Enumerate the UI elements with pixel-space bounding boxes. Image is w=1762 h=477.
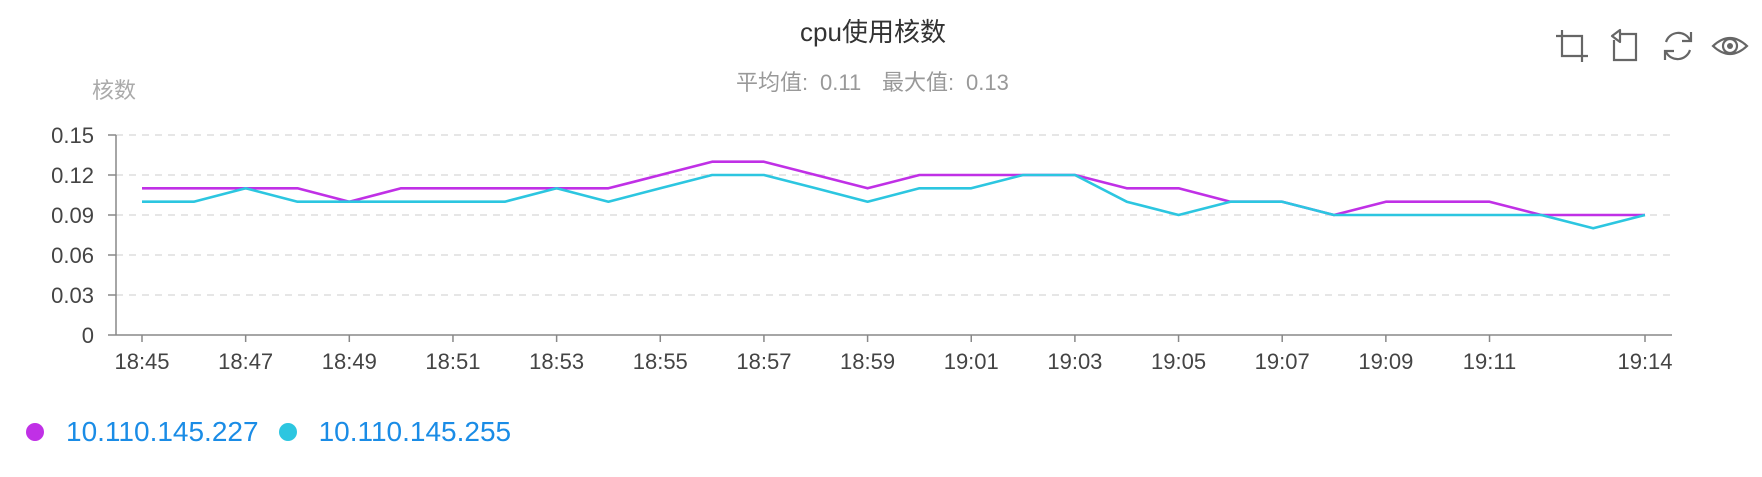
zoom-reset-icon[interactable] [1606, 26, 1646, 66]
x-tick-label: 19:03 [1047, 349, 1102, 374]
x-axis-ticks: 18:45 18:47 18:49 18:51 18:53 18:55 18:57 18:59… [114, 335, 1673, 374]
x-tick-label: 18:59 [840, 349, 895, 374]
y-tick-label: 0 [82, 323, 94, 348]
series-lines [142, 160, 1646, 230]
y-tick-label: 0.12 [51, 163, 94, 188]
x-tick-label: 19:09 [1358, 349, 1413, 374]
legend-item-series-1[interactable]: 10.110.145.227 [26, 416, 259, 448]
max-value: 0.13 [966, 70, 1009, 95]
x-tick-label: 19:05 [1151, 349, 1206, 374]
series-line-2[interactable] [142, 173, 1646, 230]
chart-subtitle: 平均值: 0.11 最大值: 0.13 [736, 70, 1009, 95]
x-tick-label: 19:14 [1617, 349, 1672, 374]
x-tick-label: 18:53 [529, 349, 584, 374]
axes [115, 135, 1672, 336]
chart-title: cpu使用核数 [800, 17, 946, 47]
x-tick-label: 18:49 [322, 349, 377, 374]
x-tick-label: 18:51 [425, 349, 480, 374]
y-tick-label: 0.09 [51, 203, 94, 228]
legend-marker-icon [26, 423, 44, 441]
max-label: 最大值: [882, 70, 954, 95]
view-data-icon[interactable] [1710, 26, 1750, 66]
y-tick-label: 0.03 [51, 283, 94, 308]
restore-icon[interactable] [1658, 26, 1698, 66]
y-axis-ticks: 0 0.03 0.06 0.09 0.12 0.15 [51, 123, 116, 348]
legend-label: 10.110.145.227 [66, 416, 259, 447]
avg-value: 0.11 [820, 70, 861, 95]
x-tick-label: 18:55 [633, 349, 688, 374]
avg-label: 平均值: [736, 70, 808, 95]
legend-label: 10.110.145.255 [318, 416, 512, 447]
chart-legend: 10.110.145.227 10.110.145.255 [26, 412, 531, 452]
legend-item-series-2[interactable]: 10.110.145.255 [278, 416, 512, 448]
x-tick-label: 18:47 [218, 349, 273, 374]
y-tick-label: 0.15 [51, 123, 94, 148]
y-tick-label: 0.06 [51, 243, 94, 268]
x-tick-label: 19:07 [1255, 349, 1310, 374]
x-tick-label: 18:57 [736, 349, 791, 374]
x-tick-label: 18:45 [114, 349, 169, 374]
chart-toolbar [1552, 26, 1762, 70]
legend-marker-icon [278, 423, 297, 441]
x-tick-label: 19:01 [944, 349, 999, 374]
y-axis-label: 核数 [92, 78, 136, 103]
zoom-icon[interactable] [1552, 26, 1592, 66]
x-tick-label: 19:11 [1463, 349, 1516, 374]
series-line-1[interactable] [142, 160, 1645, 217]
